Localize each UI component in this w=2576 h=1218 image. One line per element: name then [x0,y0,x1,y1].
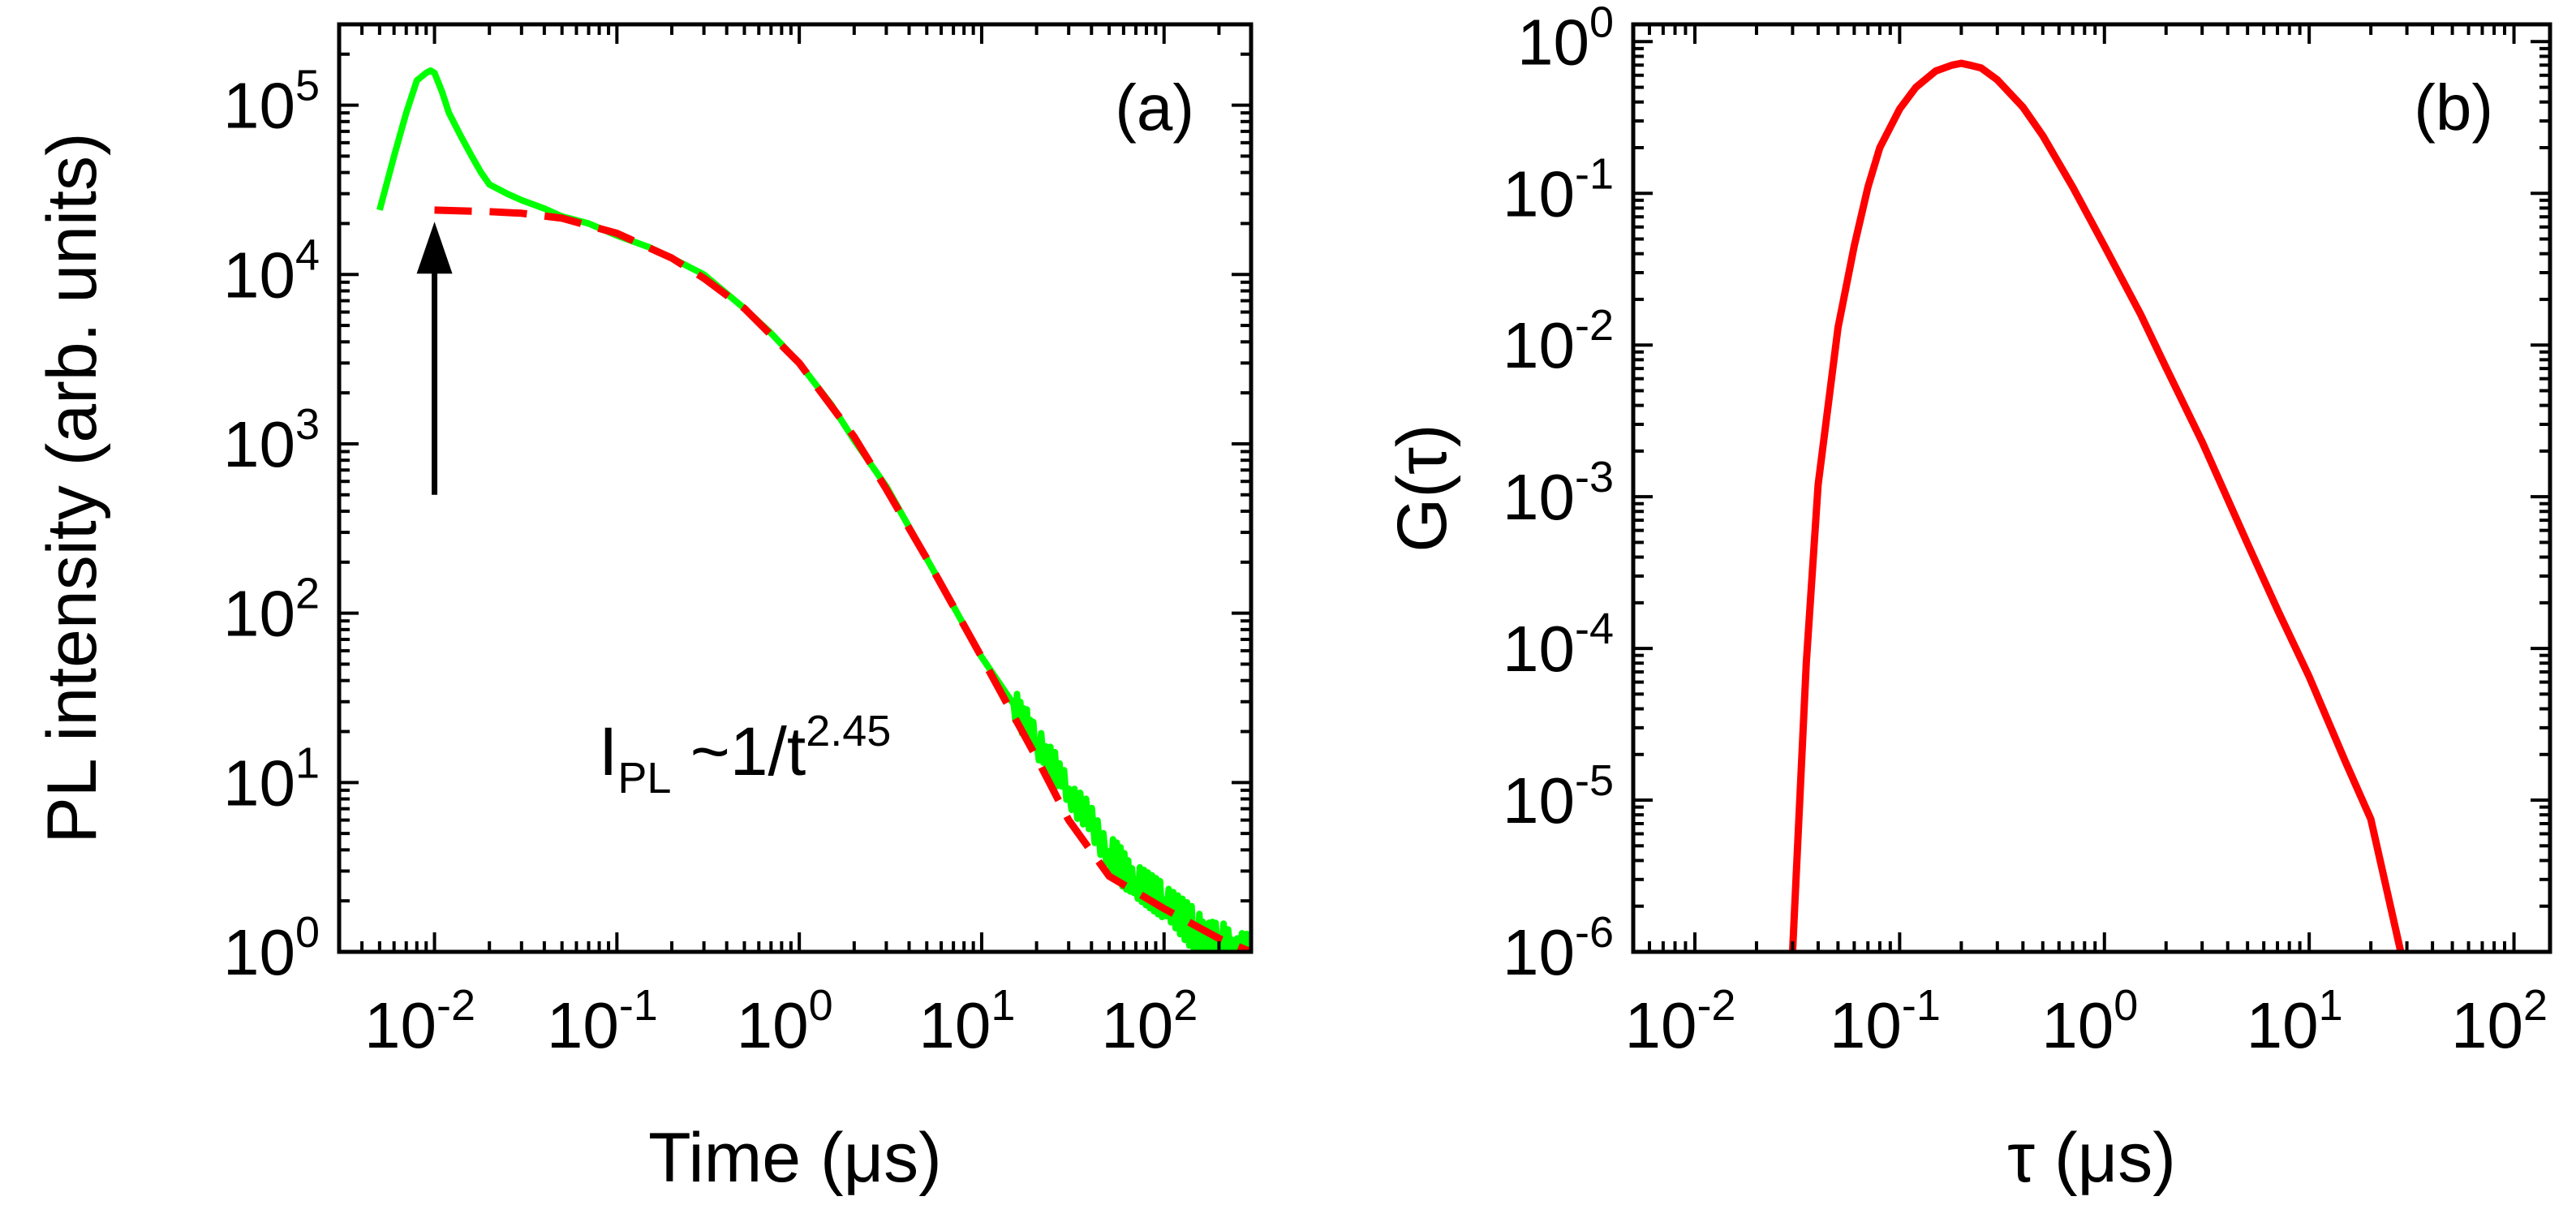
y-tick-exp-a: 5 [295,62,320,110]
x-tick-exp-a: -2 [437,981,475,1030]
x-tick-base-b: 10 [2451,989,2523,1061]
x-tick-base-b: 10 [2247,989,2319,1061]
y-tick-exp-a: 4 [295,230,320,279]
x-tick-base-a: 10 [918,989,991,1061]
panel-a-chart: 10-2 10-1 100 101 102100101102103104105Time … [33,22,1254,1197]
x-axis-title-b: τ (μs) [2007,1119,2176,1197]
y-tick-exp-b: -1 [1575,149,1614,198]
y-tick-exp-b: -3 [1575,453,1614,501]
series-line-a-0 [376,67,1251,952]
x-tick-exp-a: 1 [991,981,1015,1030]
x-tick-label-a: 10-1 [547,981,658,1061]
y-tick-label-a: 100 [223,908,320,988]
x-tick-exp-b: 0 [2114,981,2138,1030]
series-line-b-0 [1788,59,2405,952]
y-tick-label-a: 101 [223,738,320,819]
x-axis-title-a: Time (μs) [648,1119,942,1197]
x-tick-base-a: 10 [1101,989,1173,1061]
y-tick-base-b: 10 [1503,461,1575,533]
annotation-sup: 2.45 [806,707,891,755]
y-axis-title-b: G(τ) [1383,424,1461,552]
x-tick-exp-b: 1 [2319,981,2343,1030]
arrow-head-a [416,222,453,274]
x-tick-exp-b: -1 [1902,981,1941,1030]
x-tick-exp-a: 2 [1173,981,1198,1030]
y-tick-exp-b: -5 [1575,756,1614,805]
x-tick-label-a: 100 [737,981,833,1061]
y-tick-label-b: 10-3 [1503,453,1614,533]
y-tick-exp-a: 0 [295,908,320,957]
y-axis-title-a: PL intensity (arb. units) [33,132,111,843]
x-tick-base-a: 10 [547,989,619,1061]
plot-frame-b [1631,22,2552,954]
x-tick-base-b: 10 [1830,989,1902,1061]
y-tick-label-b: 10-5 [1503,756,1614,837]
y-tick-base-b: 10 [1503,309,1575,381]
x-tick-exp-a: 0 [809,981,833,1030]
y-tick-label-b: 10-4 [1503,605,1614,685]
x-tick-base-a: 10 [364,989,437,1061]
x-tick-base-a: 10 [737,989,809,1061]
series-line-a-1 [434,206,1251,952]
y-tick-label-a: 102 [223,570,320,650]
y-tick-exp-a: 3 [295,400,320,449]
y-tick-label-b: 100 [1517,0,1614,78]
x-tick-label-a: 10-2 [364,981,475,1061]
y-tick-label-a: 104 [223,230,320,311]
annotation-main: I [599,713,617,790]
y-tick-label-b: 10-2 [1503,301,1614,381]
y-tick-exp-b: -4 [1575,605,1614,653]
x-tick-base-b: 10 [2041,989,2114,1061]
y-tick-base-a: 10 [223,578,295,650]
y-tick-base-a: 10 [223,70,295,142]
y-tick-label-a: 103 [223,400,320,480]
y-tick-base-b: 10 [1503,916,1575,988]
annotation-sub: PL [617,754,671,803]
y-tick-exp-a: 2 [295,570,320,618]
x-tick-exp-a: -1 [619,981,658,1030]
y-tick-base-b: 10 [1503,157,1575,230]
x-tick-label-b: 101 [2247,981,2343,1061]
panel-label-a: (a) [1115,71,1194,144]
y-tick-base-b: 10 [1517,6,1589,78]
y-tick-label-b: 10-1 [1503,149,1614,230]
x-tick-label-b: 102 [2451,981,2548,1061]
y-tick-base-a: 10 [223,747,295,819]
y-tick-exp-b: 0 [1589,0,1614,46]
x-tick-label-a: 101 [918,981,1015,1061]
y-tick-exp-b: -2 [1575,301,1614,350]
x-tick-label-b: 100 [2041,981,2138,1061]
y-tick-base-a: 10 [223,916,295,988]
y-tick-label-a: 105 [223,62,320,142]
x-tick-base-b: 10 [1624,989,1697,1061]
y-tick-base-a: 10 [223,239,295,311]
x-tick-label-a: 102 [1101,981,1198,1061]
y-tick-base-b: 10 [1503,764,1575,837]
x-tick-exp-b: -2 [1697,981,1735,1030]
x-tick-label-b: 10-2 [1624,981,1735,1061]
annotation-text: ~1/t [671,713,806,790]
y-tick-exp-a: 1 [295,738,320,787]
fit-annotation-a: IPL ~1/t2.45 [599,707,891,803]
y-tick-label-b: 10-6 [1503,908,1614,988]
y-tick-exp-b: -6 [1575,908,1614,957]
panel-label-b: (b) [2414,71,2493,144]
y-tick-base-a: 10 [223,408,295,480]
plot-frame-a [337,22,1254,954]
panel-b-chart: 10-2 10-1 100 101 10210-610-510-410-310-210-… [1383,0,2552,1197]
x-tick-label-b: 10-1 [1830,981,1941,1061]
x-tick-exp-b: 2 [2523,981,2548,1030]
y-tick-base-b: 10 [1503,613,1575,685]
